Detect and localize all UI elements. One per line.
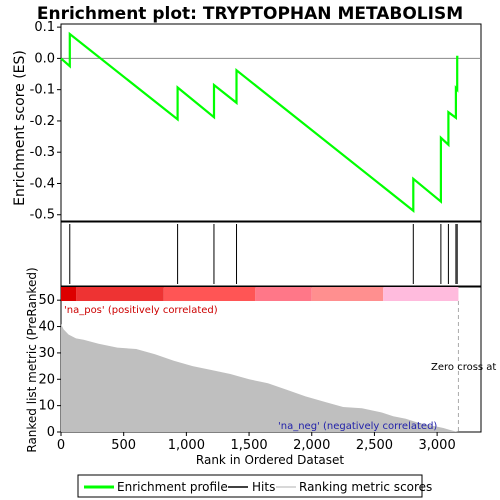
rank-x-tick-label: 2,500 (356, 438, 393, 453)
legend-metric-label: Ranking metric scores (299, 480, 432, 494)
neg-correlation-label: 'na_neg' (negatively correlated) (278, 421, 437, 432)
color-bar-segment (76, 287, 164, 301)
rank-y-tick-label: 40 (38, 320, 55, 335)
es-y-tick-label: 0.1 (34, 20, 55, 35)
pos-correlation-label: 'na_pos' (positively correlated) (64, 305, 218, 316)
rank-y-tick-label: 10 (38, 399, 55, 414)
rank-y-tick-label: 30 (38, 346, 55, 361)
legend-enrichment-label: Enrichment profile (117, 480, 228, 494)
chart-title: Enrichment plot: TRYPTOPHAN METABOLISM (37, 4, 463, 24)
ranking-metric-area (61, 323, 459, 432)
rank-x-axis: 0 500 1,000 1,500 2,000 2,500 3,000 (57, 432, 456, 453)
es-y-tick-label: -0.1 (30, 83, 55, 98)
es-profile-line (60, 31, 459, 213)
es-y-tick-label: -0.4 (30, 176, 55, 191)
es-y-tick-label: 0.0 (34, 51, 55, 66)
rank-x-tick-label: 1,000 (168, 438, 205, 453)
ranked-y-axis-label: Ranked list metric (PreRanked) (25, 267, 39, 452)
rank-x-tick-label: 1,500 (230, 438, 267, 453)
rank-x-tick-label: 500 (111, 438, 136, 453)
color-bar-segment (61, 287, 77, 301)
es-y-axis-label: Enrichment score (ES) (12, 50, 28, 206)
rank-y-tick-label: 0 (47, 425, 55, 440)
color-bar-segment (255, 287, 312, 301)
zero-cross-label: Zero cross at 3 (431, 362, 500, 373)
rank-y-tick-label: 20 (38, 372, 55, 387)
es-panel-frame (60, 23, 482, 222)
rank-color-bar (61, 287, 459, 301)
es-y-tick-label: -0.5 (30, 208, 55, 223)
color-bar-segment (311, 287, 384, 301)
hits-panel-frame (60, 221, 482, 287)
color-bar-segment (163, 287, 256, 301)
x-axis-label: Rank in Ordered Dataset (196, 453, 344, 467)
color-bar-segment (383, 287, 459, 301)
es-y-axis: 0.1 0.0 -0.1 -0.2 -0.3 -0.4 -0.5 (30, 20, 61, 223)
es-y-tick-label: -0.3 (30, 145, 55, 160)
es-profile (60, 31, 481, 213)
rank-y-axis: 0 10 20 30 40 50 (38, 293, 61, 440)
rank-x-tick-label: 2,000 (293, 438, 330, 453)
rank-x-tick-label: 0 (57, 438, 65, 453)
es-y-tick-label: -0.2 (30, 114, 55, 129)
legend-box (77, 474, 423, 498)
rank-x-tick-label: 3,000 (419, 438, 456, 453)
rank-y-tick-label: 50 (38, 293, 55, 308)
hits-marks (69, 224, 458, 284)
legend-hits-label: Hits (252, 480, 275, 494)
